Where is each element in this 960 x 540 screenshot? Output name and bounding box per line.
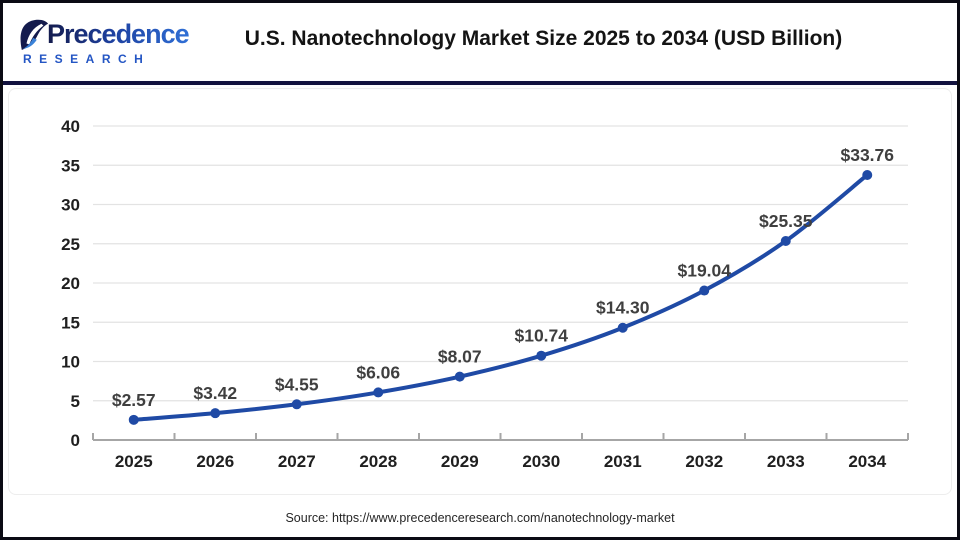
x-tick-label: 2029 <box>441 452 479 471</box>
data-point-label: $10.74 <box>514 326 568 346</box>
y-tick-label: 20 <box>61 274 80 293</box>
x-tick-label: 2031 <box>604 452 642 471</box>
data-point-marker <box>862 169 873 180</box>
data-point-marker <box>291 399 302 410</box>
x-tick-label: 2026 <box>196 452 234 471</box>
logo-subtitle: RESEARCH <box>23 51 151 66</box>
data-point-label: $8.07 <box>438 347 482 367</box>
data-point-label: $4.55 <box>275 374 319 394</box>
brand-logo: Precedence RESEARCH <box>19 19 199 66</box>
precedence-leaf-icon <box>20 19 49 50</box>
title-wrap: U.S. Nanotechnology Market Size 2025 to … <box>199 27 943 57</box>
x-tick-label: 2032 <box>685 452 723 471</box>
data-point-marker <box>128 414 139 425</box>
data-point-label: $2.57 <box>112 390 156 410</box>
data-point-marker <box>617 322 628 333</box>
y-tick-label: 30 <box>61 196 80 215</box>
y-tick-label: 15 <box>61 313 80 332</box>
chart-area: 0 5 10 15 20 25 30 35 40 2025 2026 2027 2028 2029 2030… <box>3 85 957 495</box>
brand-logo-top: Precedence <box>19 19 199 51</box>
data-point-marker <box>536 350 547 361</box>
y-tick-label: 5 <box>71 392 80 411</box>
y-tick-label: 35 <box>61 156 80 175</box>
data-point-label: $25.35 <box>759 211 813 231</box>
chart-title: U.S. Nanotechnology Market Size 2025 to … <box>244 27 843 50</box>
data-point-label: $14.30 <box>596 298 650 318</box>
data-point-label: $3.42 <box>193 383 237 403</box>
y-tick-label: 40 <box>61 117 80 136</box>
data-point-marker <box>780 236 791 247</box>
data-point-label: $33.76 <box>840 145 894 165</box>
x-tick-label: 2025 <box>115 452 153 471</box>
data-point-marker <box>210 408 221 419</box>
y-tick-label: 0 <box>71 431 80 450</box>
data-point-marker <box>454 371 465 382</box>
x-tick-label: 2034 <box>848 452 886 471</box>
x-tick-label: 2028 <box>359 452 397 471</box>
data-point-marker <box>699 285 710 296</box>
header: Precedence RESEARCH U.S. Nanotechnology … <box>3 3 957 81</box>
source-row: Source: https://www.precedenceresearch.c… <box>3 509 957 527</box>
x-tick-label: 2030 <box>522 452 560 471</box>
data-point-marker <box>373 387 384 398</box>
x-tick-label: 2033 <box>767 452 805 471</box>
logo-name: Precedence <box>47 18 190 49</box>
y-tick-label: 25 <box>61 235 80 254</box>
data-point-label: $19.04 <box>677 261 731 281</box>
source-text: Source: https://www.precedenceresearch.c… <box>285 511 675 525</box>
series-line <box>131 172 870 422</box>
header-divider <box>3 81 957 85</box>
x-tick-label: 2027 <box>278 452 316 471</box>
data-point-label: $6.06 <box>356 362 400 382</box>
y-tick-label: 10 <box>61 353 80 372</box>
